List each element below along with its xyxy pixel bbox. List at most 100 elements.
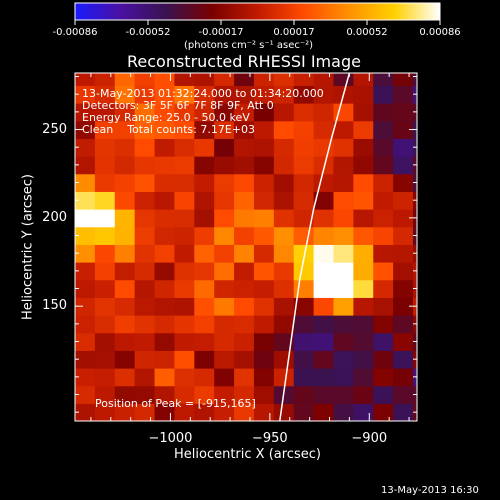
- heatmap-cell: [373, 315, 394, 334]
- heatmap-cell: [253, 73, 275, 86]
- heatmap-cell: [174, 209, 195, 228]
- heatmap-cell: [154, 297, 176, 316]
- heatmap-cell: [353, 191, 374, 210]
- heatmap-cell: [114, 226, 136, 245]
- heatmap-cell: [253, 173, 275, 192]
- heatmap-cell: [154, 279, 176, 298]
- heatmap-cell: [253, 262, 275, 281]
- plot-frame: [74, 72, 418, 422]
- heatmap-cell: [134, 156, 156, 175]
- heatmap-cell: [373, 332, 394, 351]
- heatmap-cell: [313, 103, 335, 122]
- colorbar-tick-label: -0.00052: [125, 27, 171, 38]
- heatmap-cell: [353, 209, 374, 228]
- heatmap-cell: [75, 279, 96, 298]
- heatmap-cell: [154, 156, 176, 175]
- heatmap-cell: [114, 385, 136, 404]
- heatmap-cell: [234, 120, 255, 139]
- heatmap-cell: [353, 403, 374, 421]
- heatmap-cell: [393, 262, 414, 281]
- heatmap-cell: [214, 403, 235, 421]
- heatmap-cell: [114, 368, 136, 387]
- heatmap-cell: [333, 315, 354, 334]
- heatmap-cell: [293, 156, 315, 175]
- heatmap-cell: [134, 138, 156, 157]
- heatmap-cell: [393, 138, 414, 157]
- heatmap-cell: [75, 244, 96, 263]
- heatmap-cell: [94, 297, 116, 316]
- heatmap-cell: [114, 138, 136, 157]
- heatmap-cell: [313, 120, 335, 139]
- heatmap-cell: [174, 297, 195, 316]
- heatmap-cell: [313, 73, 335, 86]
- heatmap-cell: [214, 138, 235, 157]
- heatmap-cell: [373, 138, 394, 157]
- heatmap-cell: [313, 226, 335, 245]
- heatmap-cell: [373, 368, 394, 387]
- heatmap-cell: [393, 368, 414, 387]
- heatmap-cell: [94, 73, 116, 86]
- heatmap-cell: [253, 350, 275, 369]
- heatmap-cell: [373, 279, 394, 298]
- heatmap-cell: [234, 315, 255, 334]
- y-axis-title: Heliocentric Y (arcsec): [20, 174, 36, 320]
- heatmap-cell: [194, 138, 215, 157]
- heatmap-cell: [253, 191, 275, 210]
- heatmap-cell: [234, 191, 255, 210]
- heatmap-cell: [154, 315, 176, 334]
- heatmap-cell: [273, 73, 295, 86]
- heatmap-cell: [114, 103, 136, 122]
- heatmap-cell: [293, 173, 315, 192]
- heatmap-cell: [154, 85, 176, 104]
- heatmap-cell: [134, 244, 156, 263]
- heatmap-cell: [373, 103, 394, 122]
- heatmap-cell: [333, 226, 354, 245]
- heatmap-cell: [253, 85, 275, 104]
- heatmap-cell: [174, 403, 195, 421]
- heatmap-cell: [174, 385, 195, 404]
- heatmap-cell: [333, 332, 354, 351]
- heatmap-cell: [293, 209, 315, 228]
- heatmap-cell: [273, 226, 295, 245]
- heatmap-cell: [353, 138, 374, 157]
- heatmap-cell: [333, 209, 354, 228]
- heatmap-cell: [373, 226, 394, 245]
- heatmap-cell: [234, 156, 255, 175]
- heatmap-cell: [234, 297, 255, 316]
- heatmap-cell: [313, 332, 335, 351]
- heatmap-cell: [154, 368, 176, 387]
- heatmap-cell: [194, 279, 215, 298]
- heatmap-cell: [154, 350, 176, 369]
- heatmap-cell: [75, 262, 96, 281]
- heatmap-cell: [393, 103, 414, 122]
- heatmap-cell: [333, 103, 354, 122]
- heatmap-cell: [75, 368, 96, 387]
- heatmap-cell: [194, 350, 215, 369]
- heatmap-cell: [253, 403, 275, 421]
- heatmap-cell: [134, 120, 156, 139]
- heatmap-cell: [393, 156, 414, 175]
- heatmap-cell: [413, 73, 417, 86]
- heatmap-cell: [75, 191, 96, 210]
- heatmap-cell: [214, 173, 235, 192]
- heatmap-cell: [293, 297, 315, 316]
- heatmap-cell: [94, 279, 116, 298]
- heatmap-cell: [214, 350, 235, 369]
- heatmap-cell: [94, 103, 116, 122]
- heatmap-cell: [353, 73, 374, 86]
- heatmap-cell: [253, 120, 275, 139]
- heatmap-cell: [154, 73, 176, 86]
- heatmap-cell: [194, 120, 215, 139]
- heatmap-cell: [214, 279, 235, 298]
- heatmap-cell: [134, 103, 156, 122]
- heatmap-cell: [393, 173, 414, 192]
- heatmap-cell: [353, 279, 374, 298]
- heatmap: [75, 73, 417, 421]
- method-counts-label: Clean Total counts: 7.17E+03: [82, 123, 256, 136]
- heatmap-cell: [313, 156, 335, 175]
- heatmap-cell: [214, 315, 235, 334]
- heatmap-cell: [234, 385, 255, 404]
- heatmap-cell: [313, 173, 335, 192]
- x-tick-label: −950: [252, 431, 288, 446]
- heatmap-cell: [114, 350, 136, 369]
